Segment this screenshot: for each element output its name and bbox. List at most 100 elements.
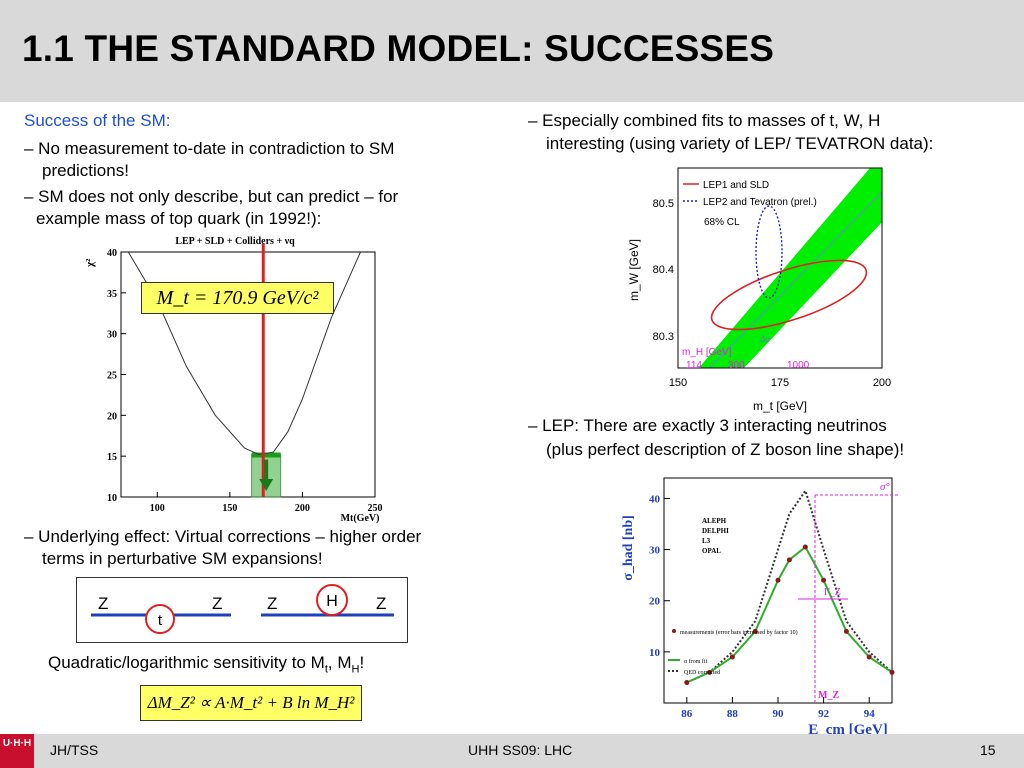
top-loop: [145, 604, 175, 634]
legend-lep1: LEP1 and SLD: [703, 180, 769, 191]
chi2-xtick-100: 100: [150, 503, 165, 514]
z-measurement-point: [821, 577, 827, 583]
z-xtick-88: 88: [727, 708, 739, 720]
chi2-ytick-25: 25: [107, 371, 117, 382]
chi2-ytick-20: 20: [107, 411, 117, 422]
chi2-ytick-10: 10: [107, 493, 117, 504]
z-xtick-86: 86: [681, 708, 693, 720]
chi2-ytick-40: 40: [107, 248, 117, 259]
mz-label: M_Z: [818, 690, 839, 701]
exp-delphi: DELPHI: [702, 527, 729, 535]
alpha-arrow-line: [708, 191, 882, 368]
z-measurement-point: [786, 557, 792, 563]
right-z-out: Z: [376, 594, 386, 613]
mw-xtick-175: 175: [771, 377, 789, 389]
right-bullet1-line1: – Especially combined fits to masses of …: [528, 111, 881, 130]
right-bullet2-line2: (plus perfect description of Z boson lin…: [546, 440, 905, 459]
legend-fit: σ from fit: [684, 658, 708, 665]
mw-ytick-80.3: 80.3: [653, 331, 674, 343]
mh-tick-300: 300: [728, 360, 745, 371]
left-bullet3-line2: terms in perturbative SM expansions!: [42, 549, 323, 568]
z-measurement-point: [866, 654, 872, 660]
chi2-plot: LEP + SLD + Colliders + νq 100 150 200 250 1…: [85, 232, 410, 527]
footer-course: UHH SS09: LHC: [468, 742, 573, 758]
right-bullet1-line2: interesting (using variety of LEP/ TEVAT…: [546, 134, 934, 153]
mh-tick-1000: 1000: [787, 360, 810, 371]
lep2-tevatron-ellipse: [755, 205, 783, 299]
mz-sensitivity-formula: ΔM_Z² ∝ A·M_t² + B ln M_H²: [140, 685, 362, 721]
slide-title: 1.1 THE STANDARD MODEL: SUCCESSES: [22, 28, 775, 69]
mh-label: m_H [GeV]: [682, 347, 732, 358]
z-measurement-point: [707, 669, 713, 675]
lep1-sld-ellipse: [710, 259, 868, 331]
delta-alpha-label: Δα: [759, 334, 770, 344]
sensitivity-text: Quadratic/logarithmic sensitivity to Mt,…: [48, 652, 364, 680]
exp-aleph: ALEPH: [702, 517, 727, 525]
chi2-band-top: [251, 452, 281, 458]
footer-bar: [0, 734, 1024, 768]
z-measurement-point: [843, 628, 849, 634]
higgs-loop: [316, 584, 348, 616]
mw-ylabel: m_W [GeV]: [627, 239, 641, 301]
footer-author: JH/TSS: [50, 742, 99, 758]
sensitivity-main: Quadratic/logarithmic sensitivity to M: [48, 653, 325, 672]
mh-tick-114: 114: [686, 360, 702, 371]
z-ylabel: σ_had [nb]: [621, 515, 636, 581]
right-z-in: Z: [267, 594, 277, 613]
feynman-frame: [76, 577, 408, 643]
left-bullet2-line1: – SM does not only describe, but can pre…: [24, 187, 399, 206]
uhh-logo-text: U·H·H: [2, 738, 32, 749]
z-ytick-40: 40: [649, 493, 661, 505]
mw-xtick-150: 150: [669, 377, 687, 389]
left-bullet2-line2: example mass of top quark (in 1992!):: [36, 209, 322, 228]
chi2-arrow: [259, 459, 274, 491]
z-measurement-point: [775, 577, 781, 583]
z-ytick-20: 20: [649, 596, 661, 608]
mw-mt-plot: LEP1 and SLD LEP2 and Tevatron (prel.) 6…: [622, 160, 904, 416]
cl-label: 68% CL: [704, 217, 740, 228]
exp-l3: L3: [702, 537, 711, 545]
z-measurement-point: [752, 628, 758, 634]
sensitivity-sub-t: t: [324, 663, 328, 676]
chi2-xtick-200: 200: [295, 503, 310, 514]
top-loop-label: t: [158, 612, 163, 629]
chi2-ylabel: χ²: [85, 258, 96, 268]
mw-ytick-80.4: 80.4: [653, 264, 674, 276]
left-z-in: Z: [98, 594, 108, 613]
feynman-diagrams: Z Z t Z Z H: [76, 577, 408, 643]
legend-lep2: LEP2 and Tevatron (prel.): [703, 197, 817, 208]
z-measurement-point: [684, 680, 690, 686]
sigma0-label: σ°: [880, 481, 890, 493]
top-mass-formula: M_t = 170.9 GeV/c²: [141, 282, 334, 314]
chi2-xtick-250: 250: [368, 503, 383, 514]
header-bar: [0, 0, 1024, 102]
left-bullet1-line1: – No measurement to-date in contradictio…: [24, 139, 395, 158]
chi2-ytick-30: 30: [107, 330, 117, 341]
left-bullet3-line1: – Underlying effect: Virtual corrections…: [24, 527, 422, 546]
gamma-z-label: Γ_Z: [824, 587, 841, 598]
left-bullet1-line2: predictions!: [42, 161, 129, 180]
z-xtick-92: 92: [818, 708, 830, 720]
sensitivity-sep: , M: [327, 653, 352, 672]
uhh-logo: U·H·H: [0, 734, 34, 768]
mw-plot-frame: [677, 167, 883, 369]
chi2-xtick-150: 150: [222, 503, 237, 514]
z-ytick-30: 30: [649, 545, 661, 557]
mw-ytick-80.5: 80.5: [653, 198, 674, 210]
z-lineshape-plot: 86 88 90 92 94 10 20 30 40 σ° Γ_Z M_Z ALEPH DELP…: [618, 468, 910, 740]
higgs-loop-label: H: [326, 593, 338, 610]
chi2-plot-title: LEP + SLD + Colliders + νq: [175, 236, 295, 247]
mw-xlabel: m_t [GeV]: [753, 399, 807, 413]
z-measurement-point: [889, 669, 895, 675]
page-number: 15: [980, 742, 996, 758]
z-ytick-10: 10: [649, 647, 661, 659]
chi2-xlabel: Mt(GeV): [341, 513, 380, 524]
z-xtick-90: 90: [773, 708, 785, 720]
legend-measurements: measurements (error bars increased by fa…: [680, 629, 798, 636]
legend-qed: QED corrected: [684, 670, 720, 676]
sensitivity-end: !: [359, 653, 365, 672]
z-measurement-point: [802, 544, 808, 550]
mw-xtick-200: 200: [873, 377, 891, 389]
z-measurement-point: [729, 654, 735, 660]
left-z-out: Z: [212, 594, 222, 613]
